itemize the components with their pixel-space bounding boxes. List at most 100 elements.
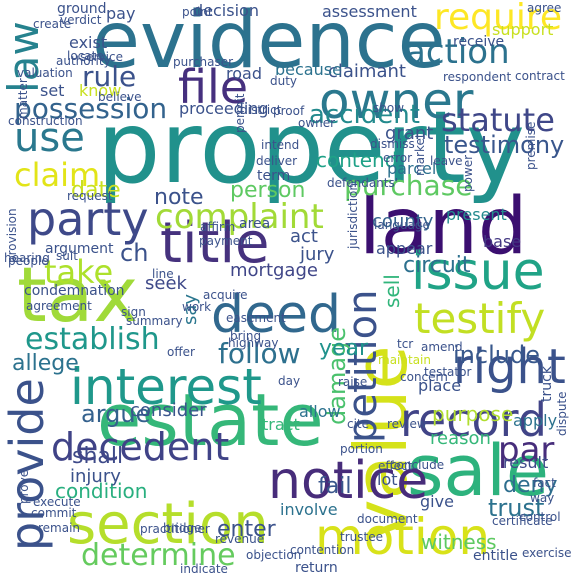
word-indicate: indicate xyxy=(180,562,228,576)
word-amend: amend xyxy=(421,340,463,354)
word-include: include xyxy=(453,341,540,369)
word-truck: truck xyxy=(539,365,555,402)
word-contention: contention xyxy=(290,543,355,557)
word-bridge: bridge xyxy=(163,521,202,535)
word-entitle: entitle xyxy=(473,548,518,564)
word-verdict: verdict xyxy=(60,13,102,27)
word-owner: owner xyxy=(319,72,474,130)
word-work: work xyxy=(182,300,212,314)
word-present: present xyxy=(446,205,507,224)
word-require: require xyxy=(434,0,562,38)
word-purpose: purpose xyxy=(432,402,514,426)
word-proceeding: proceeding xyxy=(179,99,269,118)
word-testify: testify xyxy=(414,294,546,343)
word-language: language xyxy=(374,218,430,232)
word-review: review xyxy=(387,417,427,431)
word-affirm: affirm xyxy=(200,220,236,234)
word-give: give xyxy=(420,492,454,511)
word-leave: leave xyxy=(430,154,463,168)
word-act: act xyxy=(290,226,318,247)
word-offer: offer xyxy=(167,345,195,359)
word-certificate: certificate xyxy=(492,514,553,528)
word-property: property xyxy=(97,89,526,206)
word-testator: testator xyxy=(424,365,472,379)
word-believe: believe xyxy=(98,90,142,104)
word-agreement: agreement xyxy=(26,299,92,313)
word-power: power xyxy=(461,154,475,192)
word-involve: involve xyxy=(280,500,338,519)
word-control: control xyxy=(519,510,561,524)
word-objection: objection xyxy=(246,548,302,562)
word-duty: duty xyxy=(270,74,298,88)
word-take: take xyxy=(44,253,114,291)
word-agree: agree xyxy=(527,1,562,15)
word-exist: exist xyxy=(69,33,108,52)
word-district: district xyxy=(240,103,282,117)
word-term: term xyxy=(257,168,291,184)
word-purchaser: purchaser xyxy=(173,55,234,69)
word-decedent: decedent xyxy=(51,425,230,469)
word-appear: appear xyxy=(376,239,433,258)
word-person: person xyxy=(230,178,306,203)
word-reason: reason xyxy=(430,428,491,449)
word-testimony: testimony xyxy=(444,131,565,159)
word-sale: sale xyxy=(407,430,549,512)
word-shall: shall xyxy=(72,444,124,469)
word-deliver: deliver xyxy=(256,154,298,168)
word-jurisdiction: jurisdiction xyxy=(346,183,360,250)
word-action: action xyxy=(405,32,510,72)
word-acquire: acquire xyxy=(203,288,248,302)
word-request: request xyxy=(67,189,113,203)
word-fact: fact xyxy=(533,476,556,490)
word-practitioner: practitioner xyxy=(140,522,210,536)
word-trust: trust xyxy=(488,494,545,522)
word-decision: decision xyxy=(193,1,259,20)
word-lot: lot xyxy=(377,470,398,489)
word-set: set xyxy=(40,81,65,100)
word-record: record xyxy=(400,393,547,447)
word-owner: owner xyxy=(298,116,336,130)
word-document: document xyxy=(357,512,418,526)
word-pay: pay xyxy=(106,4,136,23)
word-land: land xyxy=(359,182,528,272)
word-remain: remain xyxy=(38,521,81,535)
word-point: point xyxy=(182,5,213,19)
word-argument: argument xyxy=(45,241,114,257)
word-place: place xyxy=(418,376,462,395)
word-return: return xyxy=(295,560,338,576)
word-dismiss: dismiss xyxy=(370,137,415,151)
word-claimant: claimant xyxy=(328,61,406,82)
word-allow: allow xyxy=(299,402,341,421)
word-ground: ground xyxy=(57,1,107,17)
word-follow: follow xyxy=(218,337,301,370)
word-interest: interest xyxy=(70,358,262,416)
word-way: way xyxy=(530,491,555,505)
word-hearing: hearing xyxy=(4,251,50,265)
word-receive: receive xyxy=(453,34,505,50)
word-notice: notice xyxy=(268,451,429,511)
word-matter: matter xyxy=(16,77,30,119)
word-consider: consider xyxy=(130,400,207,421)
word-authority: authority xyxy=(56,54,111,68)
word-day: day xyxy=(278,374,301,388)
word-sign: sign xyxy=(121,305,146,319)
word-highway: highway xyxy=(228,336,279,350)
word-maintain: maintain xyxy=(378,353,431,367)
word-locate: locate xyxy=(67,49,104,63)
word-contract: contract xyxy=(515,69,565,83)
word-note: note xyxy=(154,185,204,210)
word-party: party xyxy=(27,192,149,246)
word-motion: motion xyxy=(315,508,491,566)
word-proof: proof xyxy=(273,104,305,118)
word-respondent: respondent xyxy=(443,70,512,84)
word-trustee: trustee xyxy=(340,530,383,544)
word-deny: deny xyxy=(503,473,558,498)
word-prove: prove xyxy=(17,469,31,504)
word-conclude: conclude xyxy=(390,458,445,472)
word-circuit: circuit xyxy=(403,253,471,278)
word-condition: condition xyxy=(55,479,148,503)
word-date: date xyxy=(71,178,121,203)
word-section: section xyxy=(67,492,269,557)
word-allege: allege xyxy=(12,351,79,376)
